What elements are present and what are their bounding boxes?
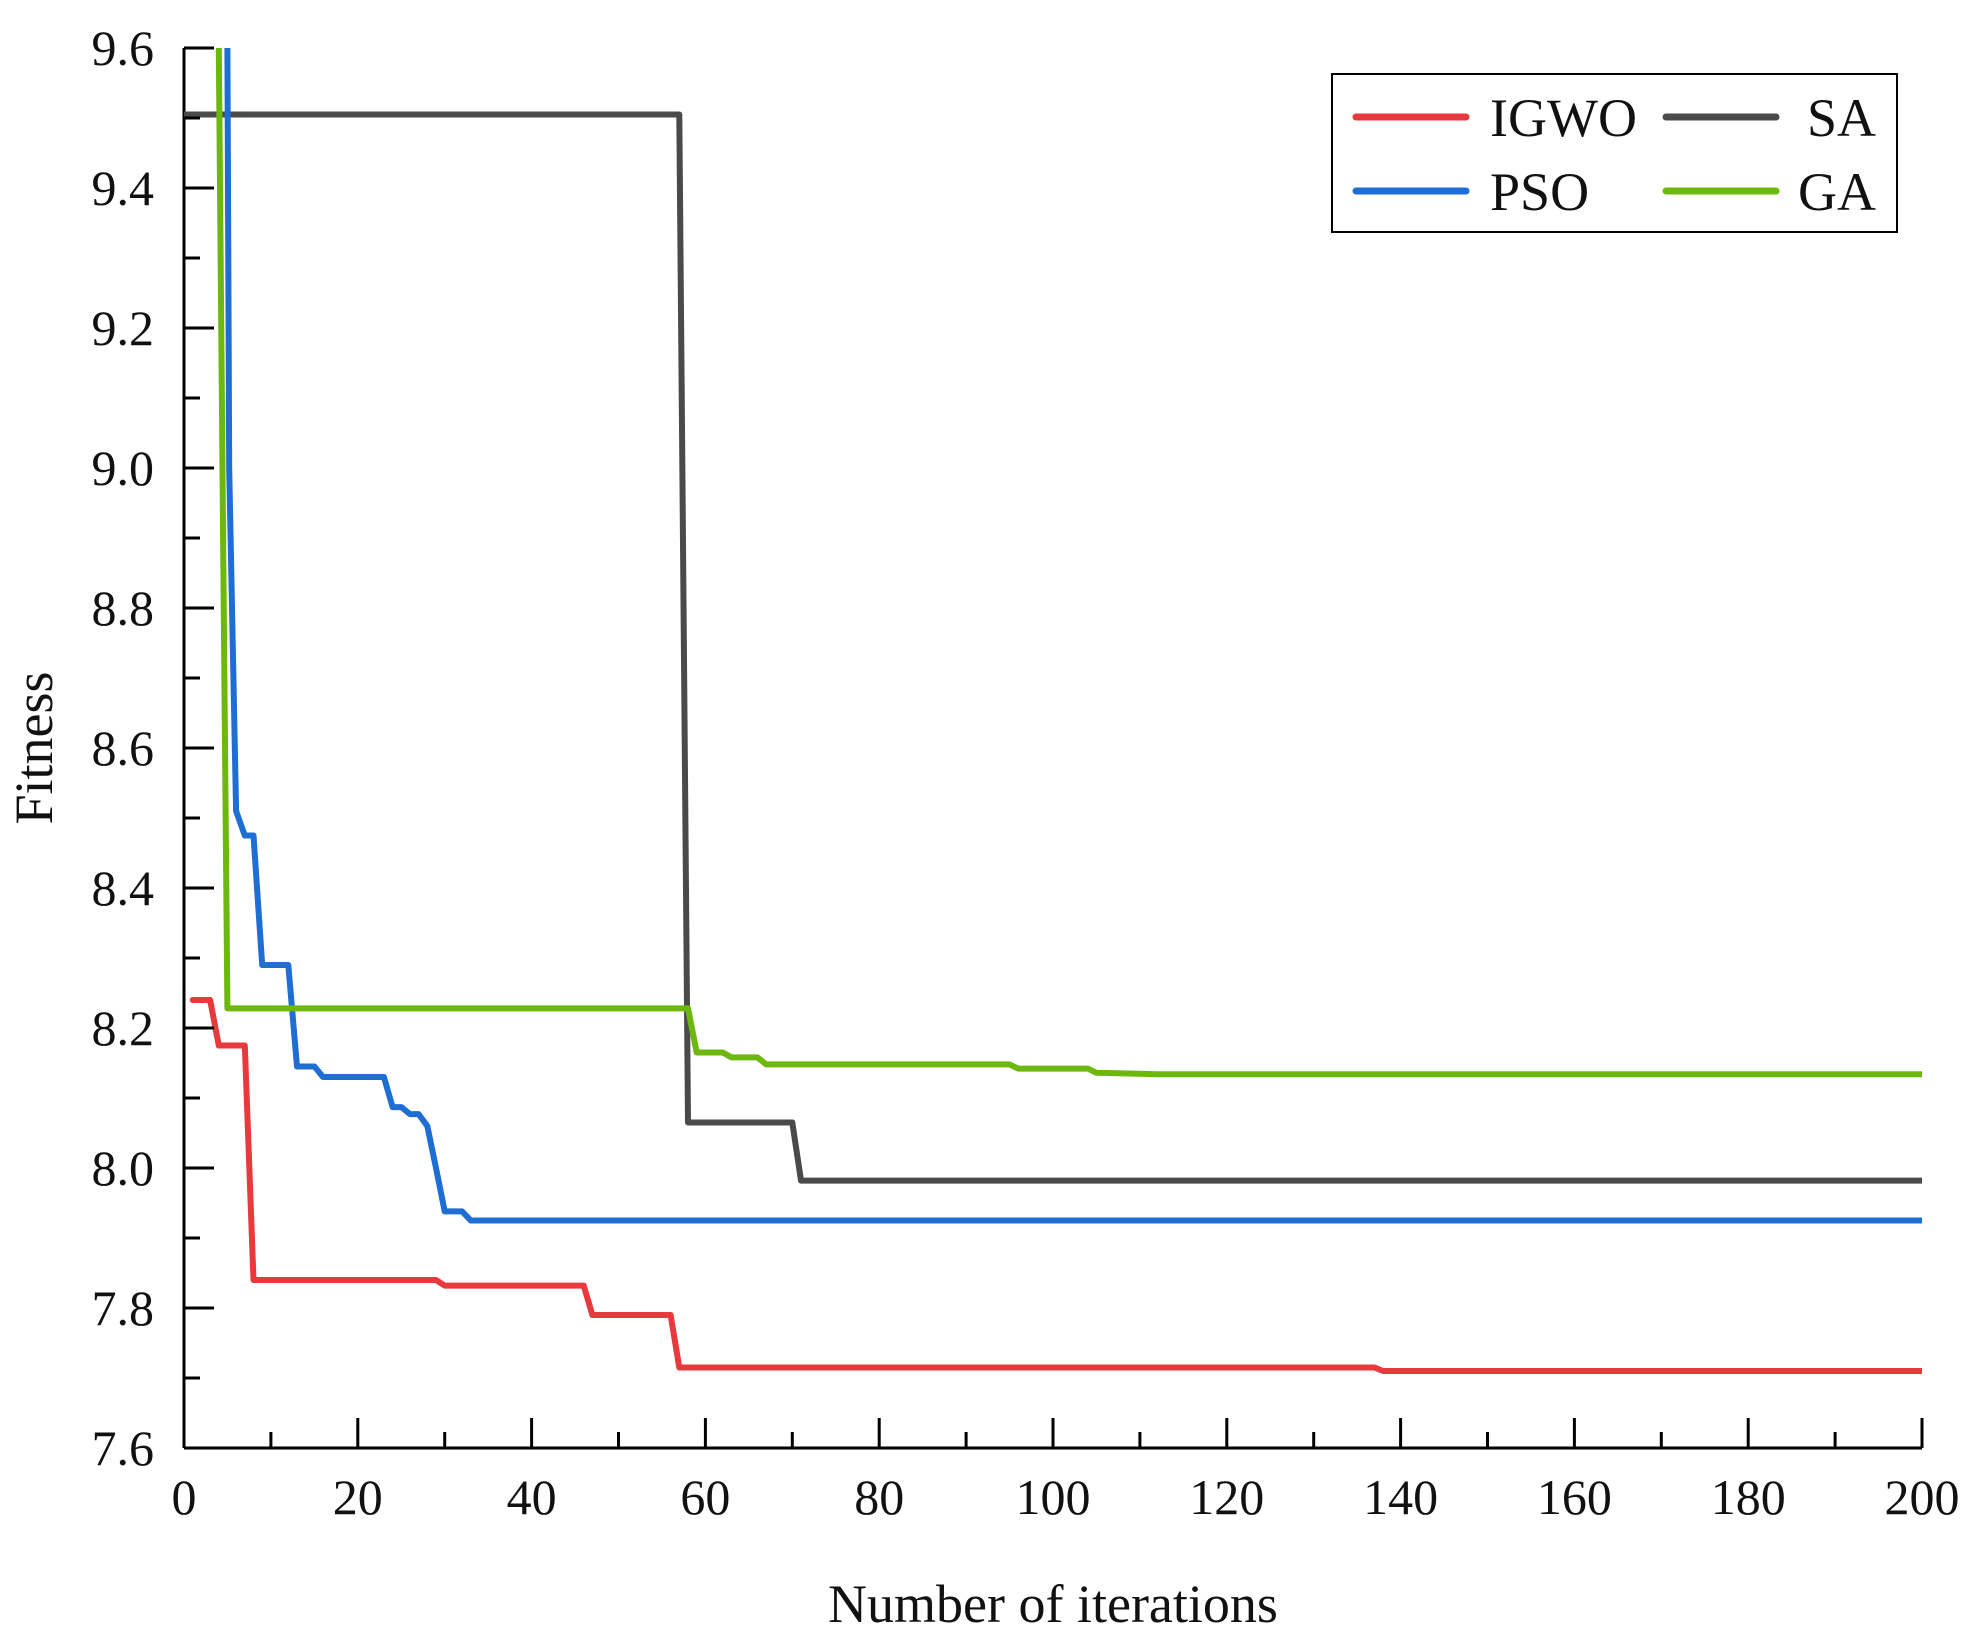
series-line-ga bbox=[215, 48, 1922, 1078]
x-tick-label: 140 bbox=[1363, 1469, 1438, 1525]
axes bbox=[182, 48, 1922, 1450]
x-tick-label: 80 bbox=[854, 1469, 904, 1525]
legend: IGWO SA PSO GA bbox=[1331, 73, 1898, 233]
y-tick-label: 7.8 bbox=[92, 1280, 155, 1336]
x-tick-label: 60 bbox=[680, 1469, 730, 1525]
series-line-sa bbox=[184, 111, 1922, 1184]
x-tick-label: 40 bbox=[507, 1469, 557, 1525]
y-tick-label: 8.0 bbox=[92, 1140, 155, 1196]
y-tick-label: 8.8 bbox=[92, 580, 155, 636]
legend-label-sa: SA bbox=[1807, 88, 1876, 148]
x-axis-title: Number of iterations bbox=[828, 1574, 1278, 1634]
x-tick-label: 160 bbox=[1537, 1469, 1612, 1525]
series-line-igwo bbox=[189, 997, 1922, 1374]
axis-ticks: 0 20 40 60 80 100 120 140 160 180 200 7.6 7.8 8.0 8.2 8… bbox=[92, 20, 1960, 1525]
legend-box bbox=[1331, 73, 1898, 233]
x-tick-label: 120 bbox=[1189, 1469, 1264, 1525]
y-tick-label: 9.6 bbox=[92, 20, 155, 76]
series-line-pso bbox=[224, 48, 1922, 1224]
y-tick-label: 8.6 bbox=[92, 720, 155, 776]
y-tick-label: 8.4 bbox=[92, 860, 155, 916]
y-tick-label: 7.6 bbox=[92, 1420, 155, 1476]
y-axis-title: Fitness bbox=[4, 671, 64, 824]
x-tick-label: 20 bbox=[333, 1469, 383, 1525]
y-tick-label: 9.2 bbox=[92, 300, 155, 356]
y-tick-label: 8.2 bbox=[92, 1000, 155, 1056]
x-tick-label: 0 bbox=[172, 1469, 197, 1525]
y-tick-label: 9.0 bbox=[92, 440, 155, 496]
legend-label-pso: PSO bbox=[1490, 162, 1589, 222]
legend-label-ga: GA bbox=[1798, 162, 1876, 222]
x-tick-label: 100 bbox=[1016, 1469, 1091, 1525]
y-tick-label: 9.4 bbox=[92, 160, 155, 216]
series-lines bbox=[184, 48, 1922, 1374]
x-tick-label: 200 bbox=[1885, 1469, 1960, 1525]
x-tick-label: 180 bbox=[1711, 1469, 1786, 1525]
legend-label-igwo: IGWO bbox=[1490, 88, 1637, 148]
